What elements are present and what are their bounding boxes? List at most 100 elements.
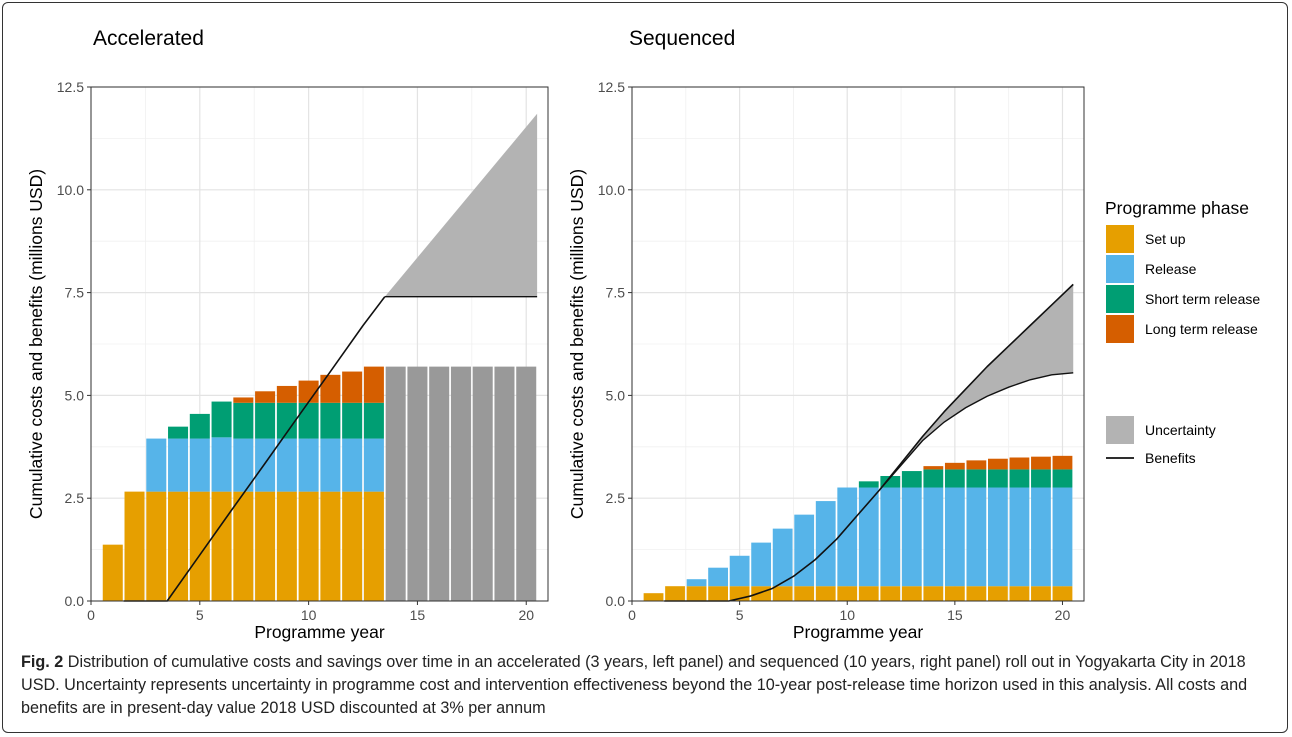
bar-short-term-release xyxy=(1009,469,1030,488)
bar-long-term-release xyxy=(988,458,1008,470)
legend-label: Set up xyxy=(1145,231,1186,247)
bar-set-up xyxy=(320,491,341,601)
x-tick-label: 5 xyxy=(736,607,744,623)
uncertainty-band xyxy=(384,113,538,297)
bar-release xyxy=(880,487,901,587)
legend-label: Short term release xyxy=(1145,291,1260,307)
bar-short-term-release xyxy=(168,426,189,439)
bar-set-up xyxy=(1052,586,1073,601)
bar-set-up xyxy=(923,586,944,601)
bar-uncertainty xyxy=(472,366,493,601)
bar-set-up xyxy=(988,586,1008,601)
bar-release xyxy=(233,438,254,492)
legend-title: Programme phase xyxy=(1105,198,1249,218)
y-tick-label: 10.0 xyxy=(598,182,625,198)
benefits-line xyxy=(664,283,1074,602)
bar-release xyxy=(772,528,793,587)
legend-key-uncertainty xyxy=(1106,416,1134,444)
bar-long-term-release xyxy=(276,385,297,403)
legend-label: Uncertainty xyxy=(1145,422,1216,438)
bar-set-up xyxy=(102,544,123,601)
bar-long-term-release xyxy=(363,366,384,403)
bar-release xyxy=(686,579,707,587)
y-axis-title: Cumulative costs and benefits (millions … xyxy=(567,169,587,519)
bar-short-term-release xyxy=(255,402,276,439)
x-tick-label: 5 xyxy=(196,607,204,623)
bar-set-up xyxy=(837,586,858,601)
legend-key-set-up xyxy=(1106,225,1134,253)
figure-caption: Fig. 2 Distribution of cumulative costs … xyxy=(21,651,1276,720)
bar-set-up xyxy=(880,586,901,601)
x-tick-label: 0 xyxy=(628,607,636,623)
legend-key-release xyxy=(1106,255,1134,283)
bar-set-up xyxy=(168,491,189,601)
bar-set-up xyxy=(124,491,145,601)
panel-title: Accelerated xyxy=(93,27,204,50)
bar-long-term-release xyxy=(298,380,319,403)
panel-accelerated: Accelerated 0.0 2.5 5.0 7.5 10.0 12.5 0 5 10 15 20 P… xyxy=(26,27,549,642)
bar-set-up xyxy=(363,491,384,601)
figure-svg: Accelerated 0.0 2.5 5.0 7.5 10.0 12.5 0 5 10 15 20 P… xyxy=(26,27,1260,642)
bar-release xyxy=(189,438,210,492)
bar-long-term-release xyxy=(966,460,987,470)
bar-short-term-release xyxy=(320,402,341,439)
bar-short-term-release xyxy=(901,471,922,488)
bar-short-term-release xyxy=(298,402,319,439)
bar-short-term-release xyxy=(1052,469,1073,488)
bar-release xyxy=(211,437,232,492)
bar-set-up xyxy=(686,586,707,601)
bar-set-up xyxy=(233,491,254,601)
x-axis-title: Programme year xyxy=(793,622,923,642)
x-tick-label: 10 xyxy=(839,607,855,623)
bar-release xyxy=(168,438,189,492)
bar-release xyxy=(901,487,922,587)
bar-release xyxy=(320,438,341,492)
bar-release xyxy=(1009,487,1030,587)
y-axis-title: Cumulative costs and benefits (millions … xyxy=(26,169,46,519)
bar-short-term-release xyxy=(988,469,1008,488)
bar-set-up xyxy=(901,586,922,601)
bar-set-up xyxy=(772,586,793,601)
y-tick-label: 7.5 xyxy=(65,285,85,301)
bar-short-term-release xyxy=(923,469,944,488)
y-tick-label: 12.5 xyxy=(57,79,84,95)
bar-long-term-release xyxy=(255,391,276,403)
legend-key-short-term-release xyxy=(1106,285,1134,313)
bar-release xyxy=(923,487,944,587)
bar-set-up xyxy=(665,586,685,601)
x-tick-label: 15 xyxy=(410,607,426,623)
panel-sequenced: Sequenced 0.0 2.5 5.0 7.5 10.0 12.5 0 5 10 15 20 Pro… xyxy=(567,27,1085,642)
bar-long-term-release xyxy=(233,397,254,403)
bar-short-term-release xyxy=(880,475,901,488)
bar-set-up xyxy=(794,586,815,601)
bar-release xyxy=(342,438,363,492)
bar-long-term-release xyxy=(342,371,363,403)
bar-set-up xyxy=(146,491,167,601)
bar-set-up xyxy=(751,586,772,601)
bar-release xyxy=(966,487,987,587)
uncertainty-lower-line xyxy=(878,372,1074,491)
y-tick-label: 2.5 xyxy=(606,490,626,506)
bar-long-term-release xyxy=(944,462,965,470)
plot-border xyxy=(631,86,1085,602)
bar-short-term-release xyxy=(858,481,879,488)
bar-short-term-release xyxy=(944,469,965,488)
bar-long-term-release xyxy=(1009,457,1030,470)
y-tick-label: 0.0 xyxy=(65,593,85,609)
bar-release xyxy=(794,514,815,587)
bar-release xyxy=(363,438,384,492)
bar-release xyxy=(729,555,750,587)
y-tick-label: 5.0 xyxy=(65,387,85,403)
y-tick-label: 12.5 xyxy=(598,79,625,95)
bar-short-term-release xyxy=(276,402,297,439)
bar-release xyxy=(146,438,167,492)
x-axis-title: Programme year xyxy=(254,622,384,642)
y-tick-label: 2.5 xyxy=(65,490,85,506)
bar-release xyxy=(944,487,965,587)
bar-release xyxy=(276,438,297,492)
bar-set-up xyxy=(966,586,987,601)
bar-release xyxy=(1052,487,1073,587)
bar-long-term-release xyxy=(320,374,341,403)
bar-long-term-release xyxy=(1052,455,1073,470)
